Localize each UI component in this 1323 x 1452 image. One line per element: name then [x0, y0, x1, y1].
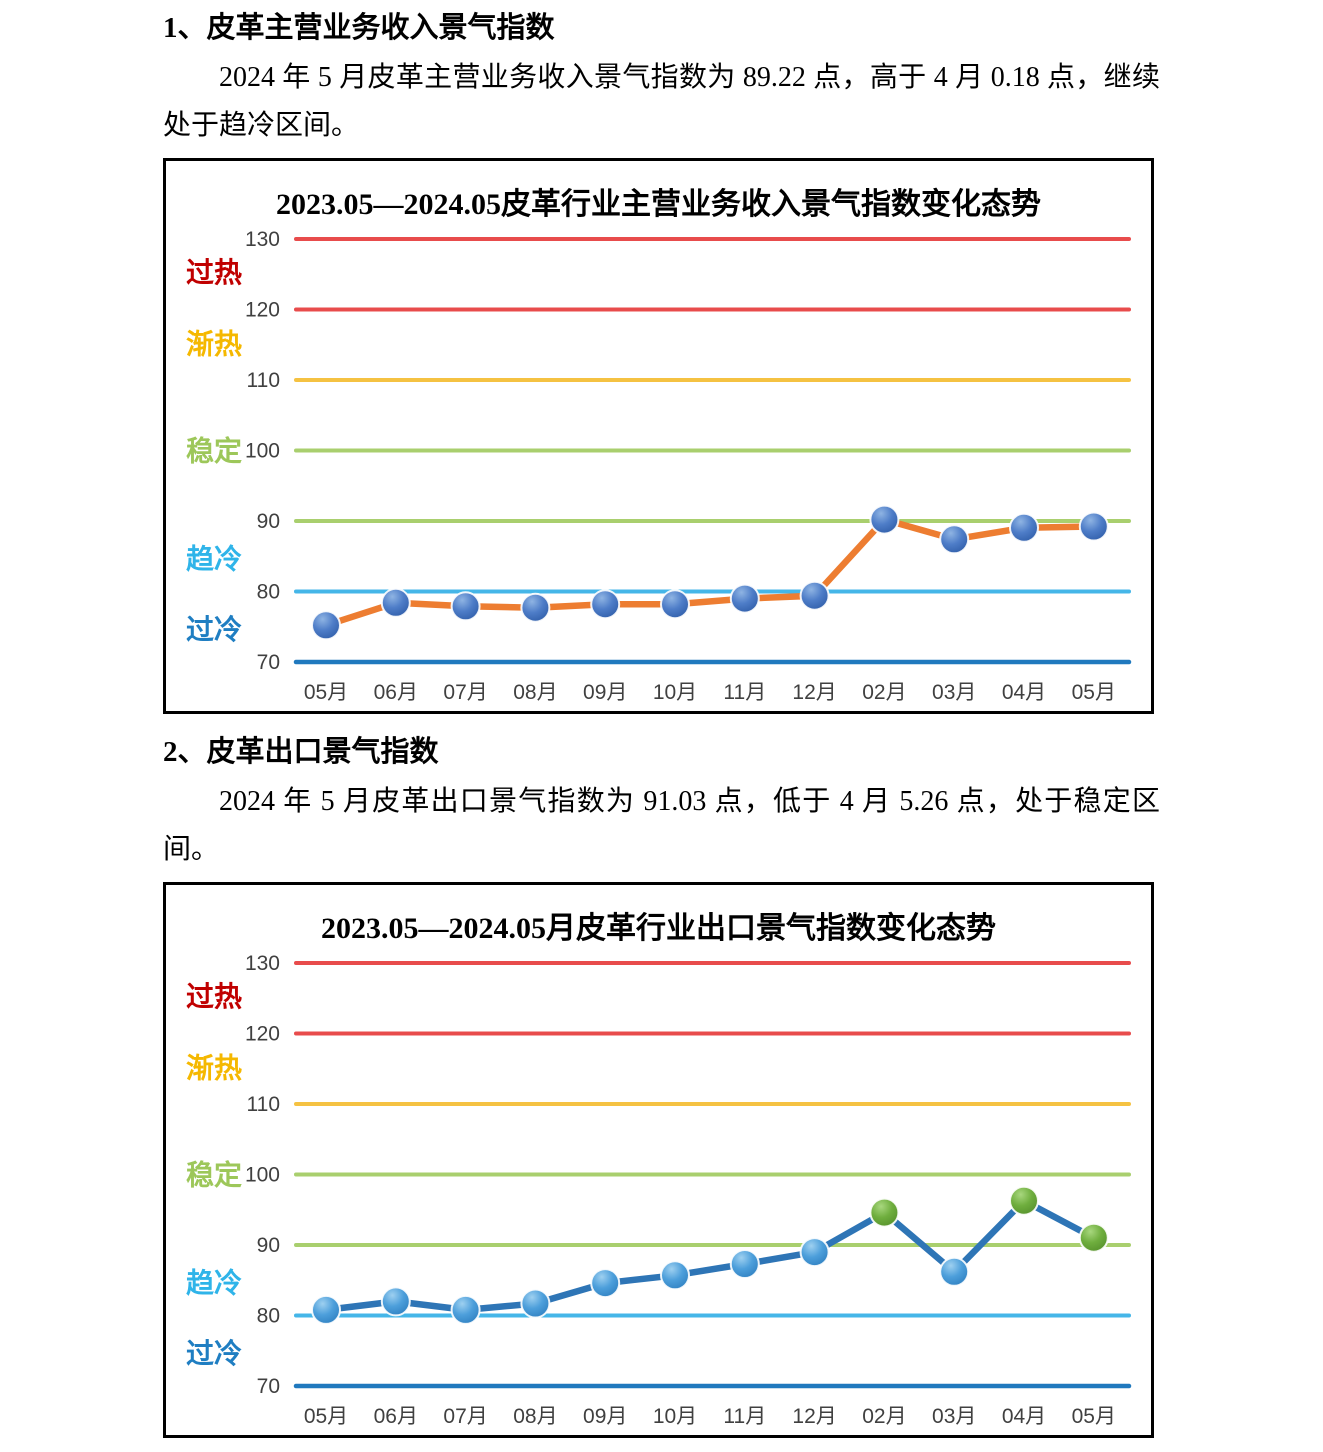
section-1-paragraph: 2024 年 5 月皮革主营业务收入景气指数为 89.22 点，高于 4 月 0… [163, 62, 1160, 141]
x-tick-12月: 12月 [792, 681, 836, 704]
y-tick-120: 120 [245, 1023, 280, 1046]
data-point-06月 [380, 1286, 411, 1317]
data-point-05月 [311, 610, 341, 641]
x-tick-02月: 02月 [862, 681, 906, 704]
data-point-07月 [450, 1294, 481, 1325]
x-tick-05月: 05月 [304, 681, 348, 704]
data-point-05月 [311, 1294, 341, 1325]
zone-label: 渐热 [186, 328, 242, 360]
x-tick-03月: 03月 [932, 1405, 976, 1428]
revenue-index-chart: 130 120 110 100 90 80 70 过热渐热稳定趋冷过冷 05月 06月 07月 08月… [163, 158, 1154, 714]
section-2-paragraph: 2024 年 5 月皮革出口景气指数为 91.03 点，低于 4 月 5.26 … [163, 786, 1160, 865]
x-tick-04月: 04月 [1002, 1405, 1046, 1428]
data-point-09月 [590, 589, 621, 620]
y-tick-100: 100 [245, 440, 280, 463]
x-tick-02月: 02月 [862, 1405, 906, 1428]
data-point-03月 [939, 524, 970, 555]
series-line [322, 1197, 1098, 1314]
y-tick-100: 100 [245, 1164, 280, 1187]
y-tick-130: 130 [245, 228, 280, 251]
x-tick-07月: 07月 [443, 1405, 487, 1428]
data-point-10月 [660, 589, 690, 620]
y-tick-70: 70 [257, 651, 280, 674]
x-tick-09月: 09月 [583, 681, 627, 704]
x-tick-04月: 04月 [1002, 681, 1046, 704]
y-tick-70: 70 [257, 1375, 280, 1398]
x-tick-11月: 11月 [723, 681, 766, 704]
y-tick-80: 80 [257, 1305, 280, 1328]
x-tick-10月: 10月 [653, 681, 697, 704]
y-tick-90: 90 [257, 510, 280, 533]
zone-label: 稳定 [186, 435, 242, 468]
zone-label: 趋冷 [186, 1267, 242, 1299]
section-1-heading: 1、皮革主营业务收入景气指数 [163, 12, 555, 44]
export-chart-title: 2023.05—2024.05月皮革行业出口景气指数变化态势 [321, 912, 996, 945]
y-tick-120: 120 [245, 299, 280, 322]
data-point-12月 [799, 1237, 830, 1268]
x-tick-11月: 11月 [723, 1405, 766, 1428]
x-tick-09月: 09月 [583, 1405, 627, 1428]
x-tick-05月: 05月 [1072, 681, 1116, 704]
zone-label: 过热 [186, 257, 242, 289]
y-tick-90: 90 [257, 1234, 280, 1257]
x-tick-06月: 06月 [374, 681, 418, 704]
data-point-02月 [869, 504, 900, 535]
zone-label: 趋冷 [186, 543, 242, 575]
x-tick-05月: 05月 [1072, 1405, 1116, 1428]
data-point-02月 [869, 1197, 900, 1228]
data-point-05月 [1078, 1222, 1109, 1253]
x-tick-10月: 10月 [653, 1405, 697, 1428]
x-tick-05月: 05月 [304, 1405, 348, 1428]
data-point-05月 [1078, 511, 1109, 542]
x-tick-06月: 06月 [374, 1405, 418, 1428]
data-point-04月 [1009, 1185, 1039, 1216]
x-tick-03月: 03月 [932, 681, 976, 704]
section-2-heading: 2、皮革出口景气指数 [163, 736, 439, 768]
zone-label: 过热 [186, 981, 242, 1013]
y-tick-130: 130 [245, 952, 280, 975]
data-point-03月 [939, 1256, 970, 1287]
data-point-08月 [520, 1288, 551, 1319]
x-tick-12月: 12月 [792, 1405, 836, 1428]
revenue-chart-title: 2023.05—2024.05皮革行业主营业务收入景气指数变化态势 [276, 188, 1041, 221]
data-point-11月 [729, 583, 760, 614]
y-tick-110: 110 [247, 369, 280, 392]
export-index-chart: 130 120 110 100 90 80 70 过热渐热稳定趋冷过冷 05月 06月 07月 08月… [163, 882, 1154, 1438]
zone-label: 稳定 [186, 1159, 242, 1192]
data-point-11月 [729, 1249, 760, 1279]
data-point-04月 [1009, 512, 1039, 543]
zone-label: 渐热 [186, 1052, 242, 1084]
x-tick-07月: 07月 [443, 681, 487, 704]
data-point-09月 [590, 1268, 621, 1299]
data-point-10月 [660, 1260, 690, 1291]
x-tick-08月: 08月 [513, 681, 557, 704]
data-point-08月 [520, 592, 551, 623]
zone-label: 过冷 [186, 614, 242, 646]
data-point-06月 [380, 587, 411, 618]
series-line [322, 516, 1098, 629]
x-tick-08月: 08月 [513, 1405, 557, 1428]
data-point-12月 [799, 580, 830, 611]
y-tick-80: 80 [257, 581, 280, 604]
data-point-07月 [450, 591, 481, 622]
zone-label: 过冷 [186, 1338, 242, 1370]
y-tick-110: 110 [247, 1093, 280, 1116]
